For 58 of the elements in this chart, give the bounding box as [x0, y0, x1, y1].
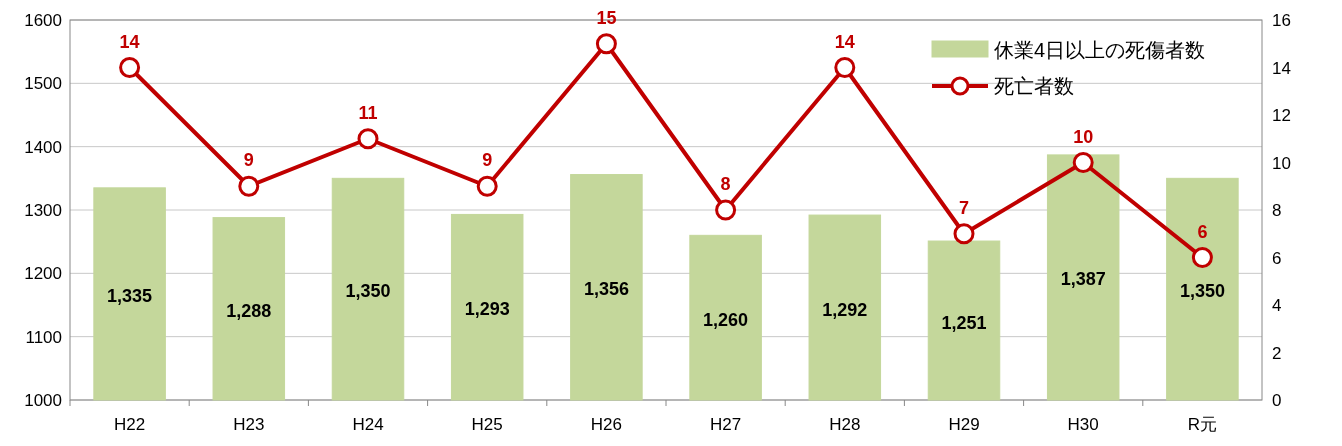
y2-tick-label: 10 [1272, 153, 1291, 173]
point [238, 175, 260, 197]
x-tick-label: H25 [471, 415, 503, 434]
data-label: 10 [1073, 126, 1094, 147]
y-tick-label: 1000 [24, 391, 62, 410]
y-tick-label: 1600 [24, 11, 62, 30]
x-tick-label: H30 [1067, 415, 1099, 434]
data-label: 1,292 [822, 299, 868, 320]
y2-tick-label: 8 [1272, 201, 1282, 220]
data-label: 9 [482, 150, 493, 171]
data-label: 11 [358, 102, 378, 123]
data-label: 7 [958, 197, 970, 218]
point [1072, 152, 1094, 173]
y2-tick-label: 2 [1272, 343, 1282, 363]
y-tick-label: 1300 [24, 201, 62, 220]
x-tick-label: H27 [710, 415, 742, 434]
data-label: 6 [1197, 221, 1208, 242]
data-label: 1,387 [1060, 269, 1106, 290]
y2-tick-label: 12 [1272, 106, 1291, 125]
data-label: 1,350 [345, 281, 391, 302]
y-tick-label: 1200 [24, 264, 62, 284]
x-tick-label: H22 [114, 415, 146, 434]
data-label: 1,260 [703, 309, 749, 330]
legend-label: 休業4日以上の死傷者数 [994, 39, 1206, 61]
x-tick-label: H29 [948, 415, 980, 434]
point [357, 128, 379, 150]
y-tick-label: 1100 [25, 327, 62, 347]
x-tick-label: H23 [233, 415, 265, 434]
data-label: 9 [243, 150, 254, 171]
data-label: 1,288 [226, 300, 272, 321]
y2-tick-label: 6 [1272, 248, 1282, 268]
point [595, 33, 617, 55]
point [834, 57, 856, 78]
y2-tick-label: 0 [1272, 391, 1282, 410]
x-tick-label: H28 [829, 415, 861, 434]
point [1191, 247, 1213, 268]
data-label: 1,293 [464, 299, 510, 320]
data-label: 14 [834, 31, 855, 52]
point [119, 57, 141, 78]
x-tick-label: H26 [590, 415, 622, 434]
y-tick-label: 1500 [24, 74, 62, 94]
point [715, 199, 737, 221]
data-label: 1,356 [583, 279, 629, 300]
data-label: 14 [119, 31, 140, 52]
data-label: 15 [596, 7, 617, 28]
y2-tick-label: 4 [1272, 296, 1282, 315]
data-label: 8 [720, 174, 731, 194]
legend-label: 死亡者数 [994, 75, 1074, 97]
point [476, 175, 498, 197]
x-tick-label: R元 [1187, 415, 1218, 434]
x-tick-label: H24 [352, 415, 384, 434]
data-label: 1,251 [941, 312, 987, 333]
point [953, 223, 975, 245]
data-label: 1,335 [107, 285, 153, 306]
y2-tick-label: 16 [1272, 11, 1291, 30]
y-tick-label: 1400 [24, 137, 62, 157]
y2-tick-label: 14 [1272, 58, 1291, 78]
data-label: 1,350 [1179, 281, 1225, 302]
